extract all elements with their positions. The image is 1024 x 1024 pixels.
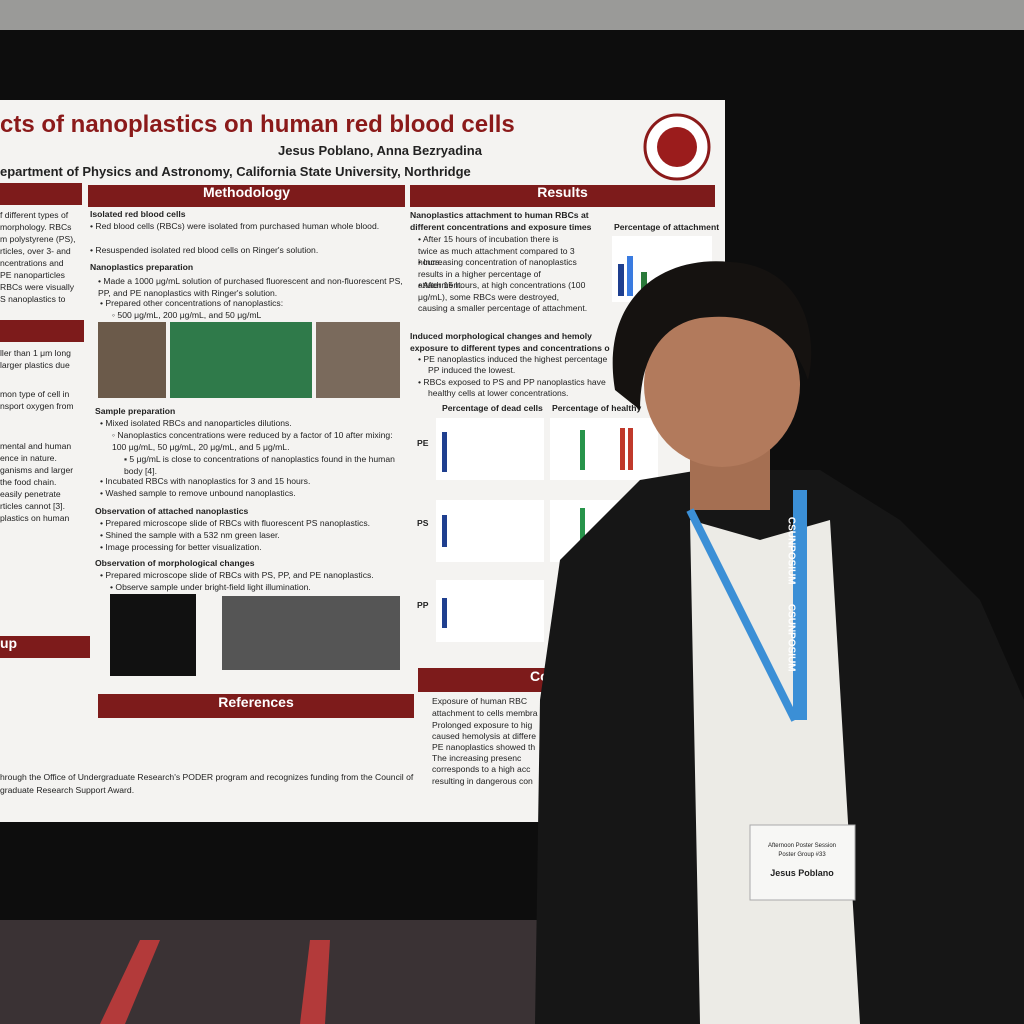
body-text: ence in nature. <box>0 453 57 463</box>
body-text: ◦ Nanoplastics concentrations were reduc… <box>112 430 393 452</box>
body-text: • Prepared microscope slide of RBCs with… <box>100 570 374 580</box>
body-text: • After 15 hours, at high concentrations… <box>418 280 588 313</box>
affiliation: epartment of Physics and Astronomy, Cali… <box>0 164 471 179</box>
body-text: • RBCs exposed to PS and PP nanoplastics… <box>418 377 606 387</box>
body-text: Nanoplastics preparation <box>90 262 194 272</box>
authors: Jesus Poblano, Anna Bezryadina <box>278 143 482 158</box>
body-text: PE nanoparticles <box>0 270 65 280</box>
body-text: ganisms and larger <box>0 465 74 475</box>
body-text: ncentrations and <box>0 258 64 268</box>
body-text: • Mixed isolated RBCs and nanoparticles … <box>100 418 292 428</box>
body-text: • Incubated RBCs with nanoplastics for 3… <box>100 476 311 486</box>
body-text: corresponds to a high acc <box>432 764 531 774</box>
body-text: • Image processing for better visualizat… <box>100 542 262 552</box>
body-text: caused hemolysis at differe <box>432 731 536 741</box>
section-heading: up <box>0 635 18 651</box>
body-text: RBCs were visually <box>0 282 75 292</box>
body-text: • Washed sample to remove unbound nanopl… <box>100 488 296 498</box>
body-text: • Increasing concentration of nanoplasti… <box>418 257 577 290</box>
body-text: ▪ 5 μg/mL is close to concentrations of … <box>124 454 395 476</box>
body-text: larger plastics due <box>0 360 70 370</box>
chart-label: PE <box>417 438 429 448</box>
body-text: healthy cells at lower concentrations. <box>428 388 569 398</box>
badge-name: Jesus Poblano <box>770 868 834 878</box>
chart-label: PS <box>417 518 429 528</box>
body-text: Observation of morphological changes <box>95 558 255 568</box>
body-text: • Prepared other concentrations of nanop… <box>100 298 284 308</box>
lanyard-text: CSUNPOSIUM <box>785 603 797 672</box>
body-text: m polystyrene (PS), <box>0 234 76 244</box>
body-text: ◦ 500 μg/mL, 200 μg/mL, and 50 μg/mL <box>112 310 262 320</box>
body-text: • Resuspended isolated red blood cells o… <box>90 245 319 255</box>
section-heading: References <box>218 694 294 710</box>
body-text: Prolonged exposure to hig <box>432 720 533 730</box>
body-text: morphology. RBCs <box>0 222 72 232</box>
body-text: PE nanoplastics showed th <box>432 742 536 752</box>
badge-text: Poster Group #33 <box>778 852 826 858</box>
body-text: the food chain. <box>0 477 57 487</box>
body-text: mental and human <box>0 441 72 451</box>
body-text: • Prepared microscope slide of RBCs with… <box>100 518 371 528</box>
body-text: rticles, over 3- and <box>0 246 71 256</box>
body-text: • Observe sample under bright-field ligh… <box>110 582 311 592</box>
body-text: • Made a 1000 μg/mL solution of purchase… <box>98 276 403 298</box>
body-text: Exposure of human RBC <box>432 696 528 706</box>
body-text: The increasing presenc <box>432 753 522 763</box>
body-text: S nanoplastics to <box>0 294 66 304</box>
body-text: ller than 1 μm long <box>0 348 71 358</box>
body-text: Observation of attached nanoplastics <box>95 506 249 516</box>
body-text: attachment to cells membra <box>432 708 538 718</box>
badge-text: Afternoon Poster Session <box>767 843 837 849</box>
body-text: • Shined the sample with a 532 nm green … <box>100 530 280 540</box>
body-text: Nanoplastics attachment to human RBCs at… <box>410 210 592 232</box>
section-heading: Methodology <box>202 184 291 200</box>
body-text: Induced morphological changes and hemoly <box>410 331 592 341</box>
body-text: • Red blood cells (RBCs) were isolated f… <box>90 221 380 231</box>
body-text: PP induced the lowest. <box>428 365 516 375</box>
chart-title: Percentage of dead cells <box>442 403 543 413</box>
body-text: exposure to different types and concentr… <box>410 343 610 353</box>
chart-label: PP <box>417 600 429 610</box>
body-text: mon type of cell in <box>0 389 70 399</box>
body-text: easily penetrate <box>0 489 61 499</box>
body-text: • PE nanoplastics induced the highest pe… <box>418 354 608 364</box>
body-text: resulting in dangerous con <box>432 776 533 786</box>
body-text: rticles cannot [3]. <box>0 501 65 511</box>
lanyard-text: CSUNPOSIUM <box>785 516 797 585</box>
body-text: nsport oxygen from <box>0 401 74 411</box>
section-heading: Results <box>537 184 588 200</box>
chart-title: Percentage of attachment <box>614 222 720 232</box>
poster-title: cts of nanoplastics on human red blood c… <box>0 111 515 138</box>
body-text: plastics on human <box>0 513 70 523</box>
body-text: • After 15 hours of incubation there is … <box>418 234 575 267</box>
body-text: hrough the Office of Undergraduate Resea… <box>0 772 414 782</box>
body-text: Isolated red blood cells <box>90 209 186 219</box>
chart-title: Percentage of healthy <box>552 403 642 413</box>
body-text: Sample preparation <box>95 406 176 416</box>
body-text: graduate Research Support Award. <box>0 785 135 795</box>
body-text: f different types of <box>0 210 69 220</box>
